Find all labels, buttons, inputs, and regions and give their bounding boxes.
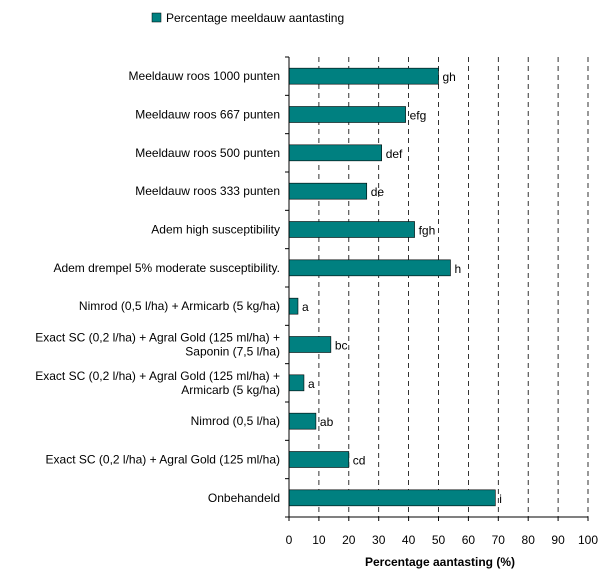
grid — [318, 57, 589, 517]
bars — [288, 67, 496, 507]
bar-label: a — [302, 300, 309, 314]
category-label: Exact SC (0,2 l/ha) + Agral Gold (125 ml… — [35, 369, 280, 383]
bar-labels: gh efg def de fgh h a bc a ab cd i — [302, 70, 502, 506]
category-label: Saponin (7,5 l/ha) — [185, 345, 280, 359]
bar-label: i — [499, 492, 502, 506]
x-axis-title: Percentage aantasting (%) — [365, 555, 515, 569]
bar — [288, 412, 317, 430]
bar — [288, 451, 350, 468]
bar — [288, 182, 368, 200]
x-tick-label: 80 — [522, 533, 536, 547]
category-label: Adem drempel 5% moderate susceptibility. — [53, 261, 280, 275]
x-tick-label: 100 — [578, 533, 598, 547]
legend-swatch — [151, 12, 162, 23]
x-tick-label: 30 — [372, 533, 386, 547]
category-label: Nimrod (0,5 l/ha) — [191, 414, 280, 428]
bar — [288, 297, 299, 315]
x-tick-label: 90 — [551, 533, 565, 547]
bar-label: gh — [443, 70, 456, 84]
bar — [288, 259, 451, 277]
x-tick-label: 40 — [402, 533, 416, 547]
bar — [288, 374, 305, 392]
category-label: Meeldauw roos 333 punten — [135, 184, 280, 198]
x-tick-label: 60 — [462, 533, 476, 547]
bar-label: fgh — [419, 224, 436, 238]
axes — [285, 56, 588, 518]
category-label: Armicarb (5 kg/ha) — [181, 383, 280, 397]
category-label: Onbehandeld — [208, 491, 280, 505]
bar — [288, 67, 439, 85]
x-tick-label: 20 — [342, 533, 356, 547]
bar-label: ab — [320, 415, 334, 429]
category-label: Meeldauw roos 1000 punten — [129, 69, 280, 83]
category-label: Exact SC (0,2 l/ha) + Agral Gold (125 ml… — [46, 453, 280, 467]
bar-label: de — [371, 185, 385, 199]
bar-label: def — [386, 147, 403, 161]
bar — [288, 336, 332, 353]
bar — [288, 221, 415, 238]
legend: Percentage meeldauw aantasting — [151, 11, 344, 25]
category-label: Adem high susceptibility — [151, 223, 280, 237]
x-tick-label: 70 — [492, 533, 506, 547]
x-tick-label: 0 — [286, 533, 293, 547]
bar — [288, 106, 406, 123]
category-label: Meeldauw roos 667 punten — [135, 108, 280, 122]
x-tick-label: 10 — [312, 533, 326, 547]
bar — [288, 489, 496, 507]
category-label: Nimrod (0,5 l/ha) + Armicarb (5 kg/ha) — [79, 299, 280, 313]
category-labels: Meeldauw roos 1000 punten Meeldauw roos 6… — [35, 69, 280, 505]
category-label: Meeldauw roos 500 punten — [135, 146, 280, 160]
category-label: Exact SC (0,2 l/ha) + Agral Gold (125 ml… — [35, 331, 280, 345]
x-tick-label: 50 — [432, 533, 446, 547]
bar-label: bc — [335, 339, 348, 353]
bar — [288, 144, 382, 162]
bar-label: efg — [410, 109, 427, 123]
legend-label: Percentage meeldauw aantasting — [166, 11, 344, 25]
bar-label: cd — [353, 454, 366, 468]
bar-label: a — [308, 377, 315, 391]
bar-label: h — [454, 262, 461, 276]
x-ticks: 0 10 20 30 40 50 60 70 80 90 100 — [286, 517, 598, 547]
